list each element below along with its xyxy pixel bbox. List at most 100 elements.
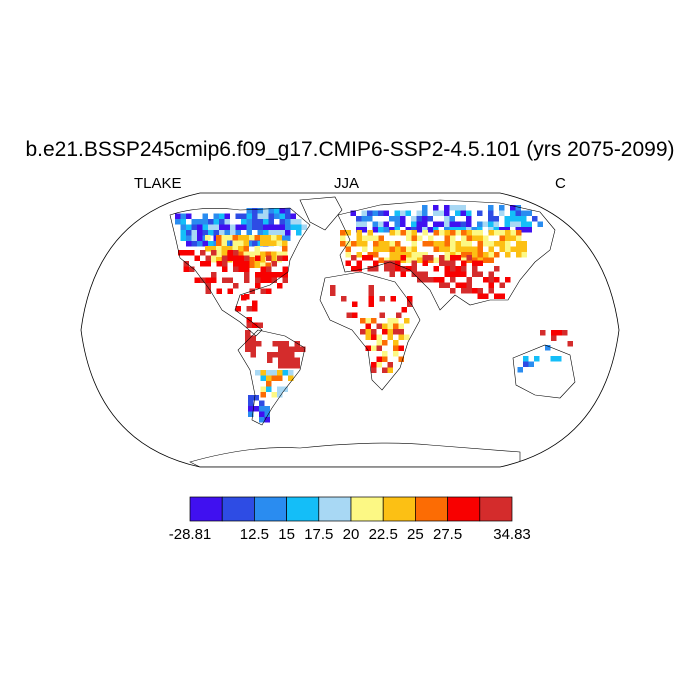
field-cell — [567, 341, 573, 347]
field-cell — [439, 255, 445, 261]
field-cell — [438, 210, 444, 216]
colorbar-label: 12.5 — [239, 526, 269, 543]
field-cell — [393, 345, 399, 351]
field-cell — [417, 252, 423, 258]
field-cell — [210, 257, 216, 263]
field-cell — [351, 255, 357, 261]
field-cell — [383, 227, 389, 233]
field-cell — [264, 417, 270, 423]
field-cell — [515, 210, 521, 216]
field-cell — [254, 246, 260, 252]
field-cell — [371, 367, 377, 373]
field-cell — [499, 210, 505, 216]
field-cell — [346, 312, 352, 318]
field-cell — [180, 224, 186, 230]
field-cell — [393, 323, 399, 329]
colorbar-label: -28.81 — [168, 526, 212, 543]
field-cell — [266, 255, 272, 261]
field-cell — [255, 283, 261, 289]
field-cell — [265, 240, 271, 246]
field-cell — [383, 210, 389, 216]
field-cell — [290, 219, 296, 225]
field-cell — [398, 323, 404, 329]
field-cell — [455, 246, 461, 252]
field-cell — [488, 227, 494, 233]
field-cell — [483, 277, 489, 283]
field-cell — [455, 227, 461, 233]
field-cell — [411, 227, 417, 233]
field-cell — [393, 318, 399, 324]
field-cell — [368, 296, 374, 302]
field-cell — [373, 260, 379, 266]
field-cell — [450, 252, 456, 258]
field-cell — [189, 250, 195, 256]
field-cell — [246, 230, 252, 236]
colorbar-box — [415, 496, 448, 522]
field-cell — [393, 340, 399, 346]
units-label: C — [555, 175, 566, 192]
field-cell — [222, 277, 228, 283]
field-cell — [330, 285, 336, 291]
field-cell — [466, 252, 472, 258]
field-cell — [382, 340, 388, 346]
field-cell — [186, 241, 192, 247]
field-cell — [545, 345, 551, 351]
field-cell — [274, 230, 280, 236]
colorbar-label: 34.83 — [493, 526, 531, 543]
field-cell — [384, 246, 390, 252]
field-cell — [483, 293, 489, 299]
field-cell — [259, 411, 265, 417]
lake-temperature-field — [175, 205, 573, 423]
field-cell — [205, 255, 211, 261]
field-cell — [461, 235, 467, 241]
field-cell — [202, 224, 208, 230]
field-cell — [208, 230, 214, 236]
field-cell — [450, 277, 456, 283]
field-cell — [219, 213, 225, 219]
field-cell — [460, 221, 466, 227]
field-cell — [255, 277, 261, 283]
field-cell — [411, 221, 417, 227]
field-cell — [296, 230, 302, 236]
field-cell — [219, 230, 225, 236]
field-cell — [417, 235, 423, 241]
field-cell — [444, 282, 450, 288]
field-cell — [428, 277, 434, 283]
field-cell — [472, 246, 478, 252]
field-cell — [268, 219, 274, 225]
field-cell — [450, 271, 456, 277]
field-cell — [202, 219, 208, 225]
field-cell — [216, 288, 222, 294]
field-cell — [283, 357, 289, 363]
field-cell — [189, 266, 195, 272]
field-cell — [477, 246, 483, 252]
field-cell — [373, 266, 379, 272]
field-cell — [356, 230, 362, 236]
field-cell — [254, 251, 260, 257]
field-cell — [362, 235, 368, 241]
field-cell — [246, 208, 252, 214]
field-cell — [433, 266, 439, 272]
field-cell — [255, 370, 261, 376]
field-cell — [268, 208, 274, 214]
field-cell — [278, 363, 284, 369]
field-cell — [466, 255, 472, 261]
field-cell — [428, 241, 434, 247]
field-cell — [439, 241, 445, 247]
field-cell — [360, 318, 366, 324]
field-cell — [266, 272, 272, 278]
field-cell — [387, 323, 393, 329]
field-cell — [516, 252, 522, 258]
field-cell — [505, 241, 511, 247]
field-cell — [472, 257, 478, 263]
field-cell — [248, 411, 254, 417]
field-cell — [455, 205, 461, 211]
field-cell — [263, 230, 269, 236]
field-cell — [395, 257, 401, 263]
field-cell — [197, 241, 203, 247]
field-cell — [488, 230, 494, 236]
field-cell — [208, 224, 214, 230]
field-cell — [411, 241, 417, 247]
field-cell — [246, 219, 252, 225]
